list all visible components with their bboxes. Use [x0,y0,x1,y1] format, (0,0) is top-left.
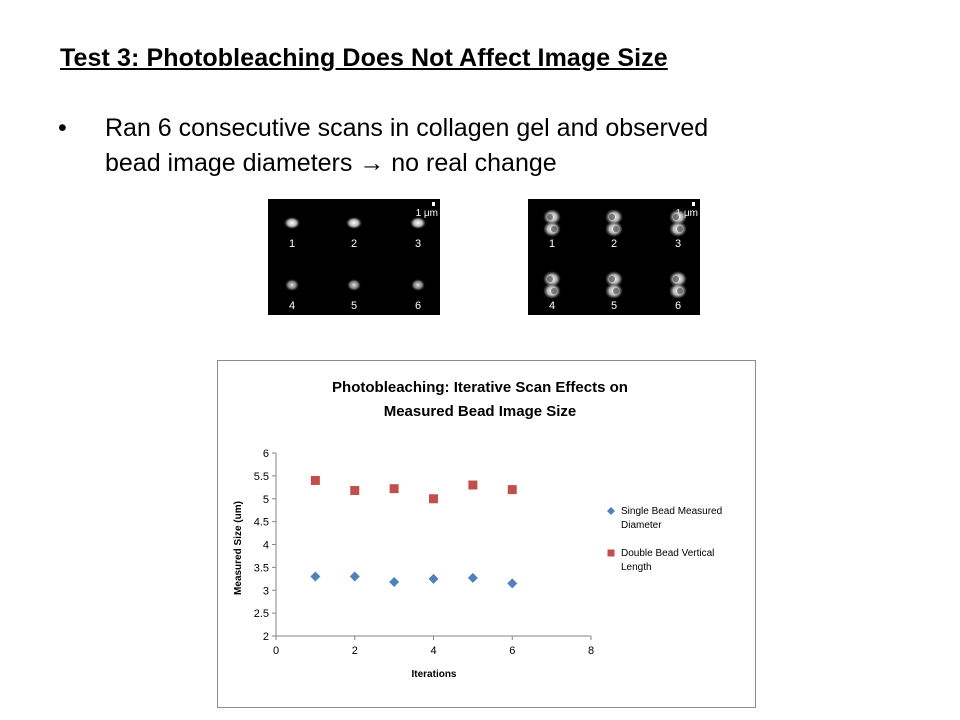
y-tick-label: 3.5 [254,562,269,574]
bead-index-label: 2 [611,238,617,250]
single-bead-point [428,573,439,584]
bead-image [284,217,300,229]
double-bead-micrograph: 1 μm 1 2 3 4 5 6 [528,199,700,315]
bead-index-label: 6 [415,300,421,312]
y-tick-label: 2 [263,631,269,643]
chart-frame: Photobleaching: Iterative Scan Effects o… [217,360,756,708]
bullet-line-2-start: bead image diameters [105,149,360,177]
x-tick-label: 0 [273,645,279,657]
legend-label: Single Bead Measured [621,506,722,517]
single-bead-point [467,572,478,583]
bullet-line-2: bead image diameters → no real change [105,146,895,181]
double-bead-point [310,475,320,485]
right-arrow-icon: → [359,149,385,177]
bead-index-label: 3 [415,238,421,250]
x-tick-label: 4 [430,645,436,657]
y-tick-label: 4 [263,540,269,552]
bullet-line-2-end: no real change [384,149,557,177]
bead-image [411,279,425,291]
legend-marker-icon [607,507,615,515]
bead-image [669,209,687,237]
single-bead-point [389,577,400,588]
bead-image [410,217,426,229]
bullet-dot: • [58,114,67,142]
bead-index-label: 1 [289,238,295,250]
bead-index-label: 5 [351,300,357,312]
single-bead-point [310,571,321,582]
y-tick-label: 3 [263,585,269,597]
x-tick-label: 8 [588,645,594,657]
double-bead-point [350,486,360,496]
y-tick-label: 4.5 [254,517,269,529]
x-tick-label: 2 [352,645,358,657]
y-tick-label: 5 [263,494,269,506]
single-bead-micrograph: 1 μm 1 2 3 4 5 6 [268,199,440,315]
legend-label: Double Bead Vertical [621,548,714,559]
double-bead-point [507,485,517,495]
bead-index-label: 4 [549,300,555,312]
bead-image [347,279,361,291]
y-axis-label: Measured Size (um) [233,501,244,595]
bead-index-label: 6 [675,300,681,312]
single-bead-point [349,571,360,582]
bullet-text: Ran 6 consecutive scans in collagen gel … [105,111,895,181]
single-bead-point [507,578,518,589]
bead-index-label: 2 [351,238,357,250]
legend-label: Length [621,562,652,573]
double-bead-micrograph-canvas: 1 μm 1 2 3 4 5 6 [543,202,698,312]
bead-image [605,271,623,299]
x-tick-label: 6 [509,645,515,657]
bead-index-label: 1 [549,238,555,250]
bead-image [346,217,362,229]
double-bead-point [468,480,478,490]
bead-image [605,209,623,237]
legend: Single Bead Measured Diameter Double Bead … [607,506,722,573]
bead-index-label: 4 [289,300,295,312]
y-tick-label: 2.5 [254,608,269,620]
double-bead-point [389,484,399,494]
bead-image [669,271,687,299]
double-bead-point [429,494,438,504]
data-points [310,475,518,589]
chart-title-line-2: Measured Bead Image Size [384,403,577,420]
scale-bar-icon [692,202,695,206]
slide-title: Test 3: Photobleaching Does Not Affect I… [60,44,668,72]
legend-label: Diameter [621,520,662,531]
scatter-chart: Photobleaching: Iterative Scan Effects o… [233,379,722,680]
bead-image [543,271,561,299]
y-tick-label: 5.5 [254,471,269,483]
single-bead-micrograph-canvas: 1 μm 1 2 3 4 5 6 [284,202,438,312]
bead-index-label: 3 [675,238,681,250]
bead-image [285,279,299,291]
x-axis-label: Iterations [411,669,456,680]
chart-title-line-1: Photobleaching: Iterative Scan Effects o… [332,379,628,396]
scale-bar-label: 1 μm [676,208,698,219]
scale-bar-label: 1 μm [416,208,438,219]
bullet-line-1: Ran 6 consecutive scans in collagen gel … [105,114,709,142]
legend-marker-icon [607,549,615,557]
y-tick-label: 6 [263,448,269,460]
scale-bar-icon [432,202,435,206]
bead-image [543,209,561,237]
bead-index-label: 5 [611,300,617,312]
axes: 22.533.544.555.560 2 4 6 8 [254,448,594,657]
